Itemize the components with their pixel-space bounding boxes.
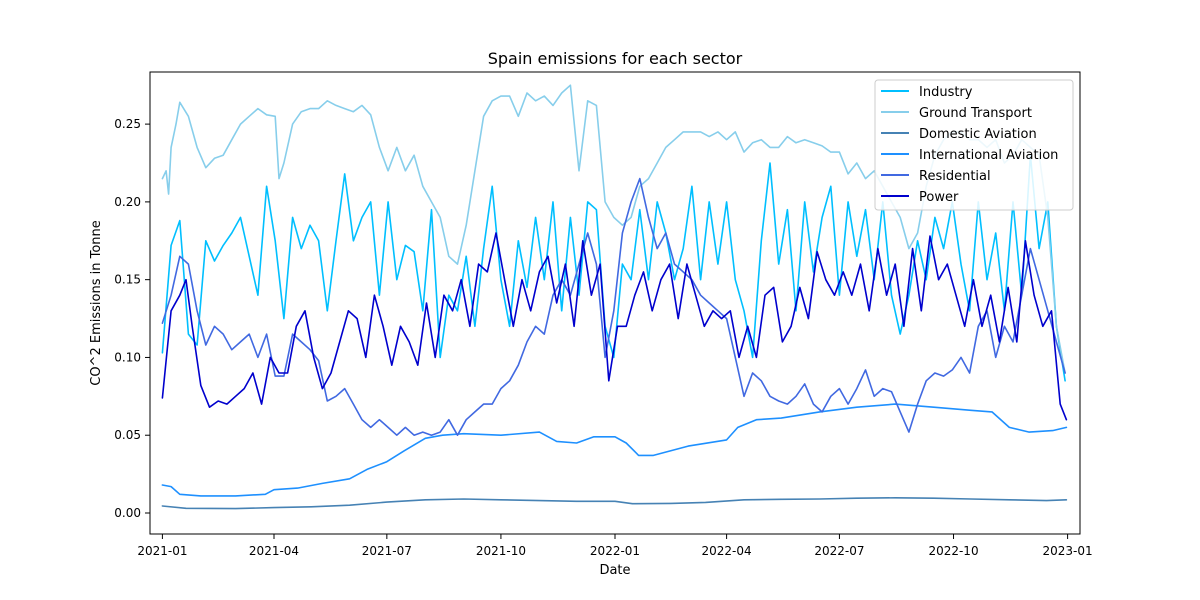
y-tick-label: 0.10	[114, 350, 141, 364]
x-tick-label: 2021-07	[362, 544, 412, 558]
series-layer	[161, 84, 1068, 510]
series-line-international-aviation	[161, 403, 1068, 497]
y-tick-label: 0.25	[114, 117, 141, 131]
legend: Industry Ground Transport Domestic Aviatio…	[874, 79, 1074, 211]
y-axis: 0.00 0.05 0.10 0.15 0.20 0.25	[114, 117, 150, 520]
x-tick-label: 2023-01	[1043, 544, 1093, 558]
x-tick-label: 2022-10	[928, 544, 978, 558]
y-tick-label: 0.05	[114, 428, 141, 442]
legend-label: Ground Transport	[919, 106, 1032, 121]
legend-label: Power	[919, 190, 959, 205]
x-tick-label: 2021-01	[137, 544, 187, 558]
series-line-ground-transport	[161, 84, 1066, 374]
legend-label: Industry	[919, 85, 973, 100]
y-tick-label: 0.15	[114, 273, 141, 287]
x-tick-label: 2022-01	[590, 544, 640, 558]
x-tick-label: 2021-04	[249, 544, 299, 558]
legend-label: International Aviation	[919, 148, 1058, 163]
y-tick-label: 0.00	[114, 506, 141, 520]
y-axis-label: CO^2 Emissions in Tonne	[89, 220, 104, 386]
x-axis: 2021-01 2021-04 2021-07 2021-10 2022-01 2022-…	[137, 534, 1093, 558]
series-line-power	[161, 232, 1068, 421]
x-tick-label: 2021-10	[476, 544, 526, 558]
x-axis-label: Date	[599, 563, 630, 578]
y-tick-label: 0.20	[114, 195, 141, 209]
legend-label: Residential	[919, 169, 991, 184]
legend-label: Domestic Aviation	[919, 127, 1037, 142]
chart-title: Spain emissions for each sector	[488, 49, 743, 68]
series-line-domestic-aviation	[161, 497, 1068, 510]
x-tick-label: 2022-04	[702, 544, 752, 558]
legend-box	[874, 79, 1074, 211]
x-tick-label: 2022-07	[814, 544, 864, 558]
